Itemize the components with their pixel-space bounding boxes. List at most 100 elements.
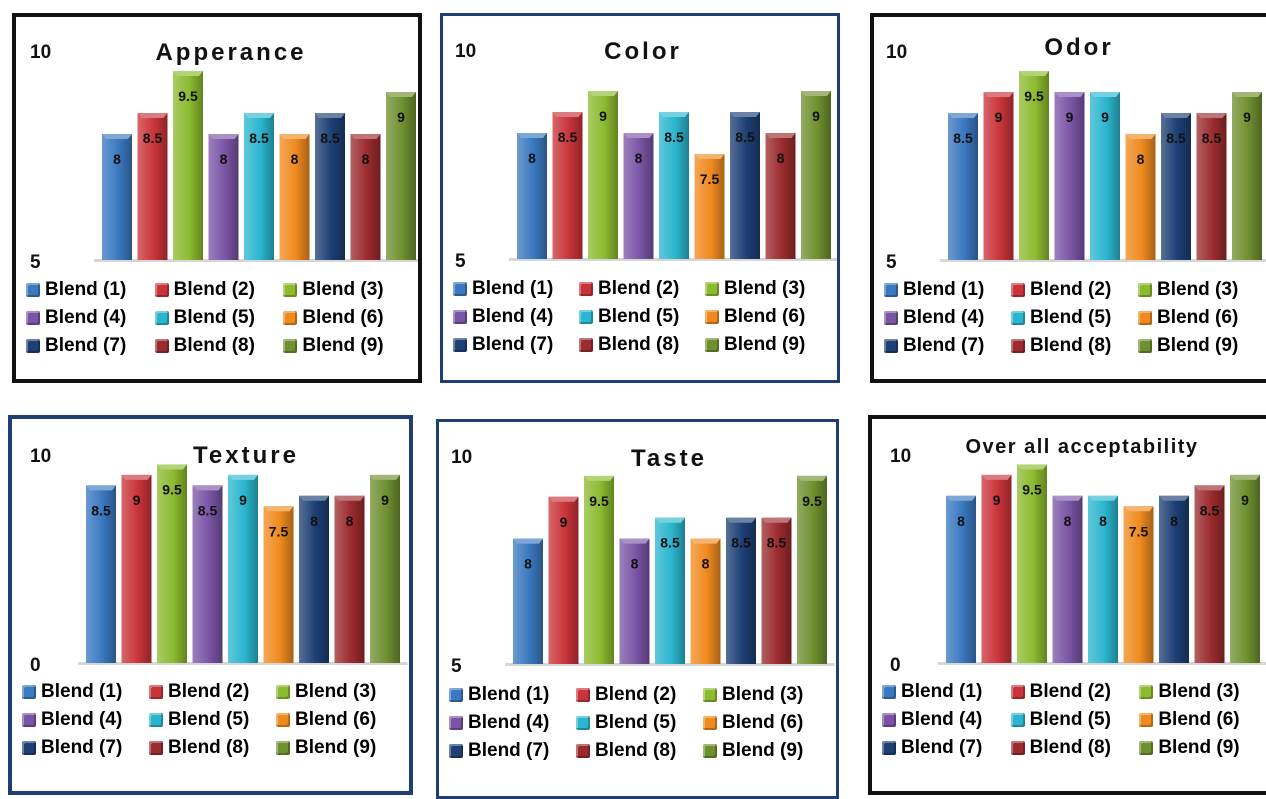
- legend-swatch: [579, 310, 593, 324]
- legend-item-4: Blend (4): [884, 307, 1011, 329]
- legend-swatch: [276, 741, 290, 755]
- data-label-8: 8.5: [1200, 502, 1220, 518]
- bar-cap-4: [208, 134, 239, 139]
- bar-chart: Over all acceptability 10 0 8 9 9.5 8 8 7.5 8 8.5 9: [890, 436, 1266, 676]
- bar-9: [1232, 92, 1262, 260]
- legend-label: Blend (1): [472, 278, 554, 299]
- y-tick-label-min: 5: [451, 656, 462, 677]
- bar-cap-8: [350, 134, 381, 139]
- bar-chart: Odor 10 5 8.5 9 9.5 9 9 8 8.5 8.5 9: [886, 34, 1266, 273]
- data-label-8: 8.5: [767, 535, 787, 551]
- legend-label: Blend (8): [598, 334, 680, 355]
- chart-panel-odor: Odor 10 5 8.5 9 9.5 9 9 8 8.5 8.5 9 Blend (1) Blend (…: [870, 13, 1266, 383]
- legend-swatch: [283, 339, 298, 353]
- bar-3: [173, 71, 203, 260]
- bar-4: [208, 134, 239, 260]
- bar-cap-1: [86, 485, 116, 491]
- bar-5: [228, 474, 258, 663]
- legend-item-9: Blend (9): [705, 334, 831, 356]
- legend-label: Blend (8): [168, 737, 250, 758]
- legend-item-4: Blend (4): [882, 709, 1011, 731]
- legend-swatch: [882, 685, 896, 699]
- legend-swatch: [884, 283, 898, 297]
- legend-label: Blend (6): [295, 709, 377, 730]
- y-tick-label-max: 10: [30, 446, 51, 467]
- legend-item-9: Blend (9): [703, 740, 830, 762]
- bar-cap-1: [102, 134, 132, 139]
- data-label-5: 9: [1101, 109, 1109, 125]
- legend-swatch: [276, 713, 290, 727]
- legend-swatch: [703, 744, 717, 758]
- legend-swatch: [1011, 311, 1025, 325]
- legend-swatch: [22, 685, 36, 699]
- data-label-7: 8: [1170, 513, 1178, 529]
- bar-cap-7: [299, 495, 329, 501]
- legend-item-5: Blend (5): [154, 307, 284, 329]
- data-label-3: 9: [599, 108, 607, 124]
- bar-8: [1194, 485, 1225, 663]
- data-label-9: 9: [1243, 109, 1251, 125]
- bar-cap-4: [1054, 92, 1085, 97]
- data-label-3: 9.5: [178, 88, 198, 104]
- legend-swatch: [1010, 741, 1025, 755]
- data-label-2: 9: [995, 109, 1003, 125]
- bar-2: [137, 113, 168, 260]
- legend-swatch: [1139, 741, 1154, 755]
- legend-label: Blend (3): [722, 684, 804, 705]
- bar-3: [157, 464, 187, 663]
- y-tick-label-min: 5: [455, 251, 466, 272]
- bar-1: [513, 538, 543, 664]
- legend-label: Blend (3): [724, 278, 806, 299]
- legend-label: Blend (7): [41, 737, 123, 758]
- data-label-1: 8.5: [953, 130, 973, 146]
- bar-8: [761, 517, 792, 664]
- bar-9: [370, 474, 400, 663]
- bar-cap-9: [370, 474, 400, 480]
- legend-item-5: Blend (5): [576, 712, 703, 734]
- bar-chart: Taste 10 5 8 9 9.5 8 8.5 8 8.5 8.5 9.5: [451, 445, 835, 677]
- data-label-7: 8.5: [731, 535, 751, 551]
- bar-cap-9: [801, 91, 831, 96]
- data-label-3: 9.5: [162, 481, 182, 497]
- bar-3: [584, 475, 614, 664]
- legend-swatch: [26, 283, 40, 297]
- bar-chart: Apperance 10 5 8 8.5 9.5 8 8.5 8 8.5 8 9: [30, 39, 418, 273]
- data-label-6: 8: [291, 151, 299, 167]
- legend-label: Blend (7): [901, 737, 983, 758]
- data-label-9: 9.5: [802, 493, 822, 509]
- legend-swatch: [1138, 311, 1152, 325]
- bar-7: [315, 113, 345, 260]
- bar-1: [948, 113, 978, 260]
- bar-cap-7: [1161, 113, 1191, 118]
- legend-swatch: [1138, 339, 1152, 353]
- data-label-5: 8.5: [660, 535, 680, 551]
- legend-item-8: Blend (8): [149, 737, 276, 759]
- legend-label: Blend (9): [302, 335, 384, 356]
- bar-cap-6: [1125, 134, 1156, 139]
- bar-5: [655, 517, 685, 664]
- bar-cap-8: [334, 495, 365, 501]
- legend-item-6: Blend (6): [283, 307, 412, 329]
- data-label-1: 8: [957, 513, 965, 529]
- data-label-4: 8: [1064, 513, 1072, 529]
- data-label-9: 9: [812, 108, 820, 124]
- bar-7: [1161, 113, 1191, 260]
- legend-item-1: Blend (1): [26, 279, 155, 301]
- data-label-2: 8.5: [143, 130, 163, 146]
- bar-1: [86, 485, 116, 663]
- y-tick-label-max: 10: [30, 42, 51, 63]
- data-label-8: 8: [777, 150, 785, 166]
- bar-6: [690, 538, 721, 664]
- bar-3: [1019, 71, 1049, 260]
- bar-7: [299, 495, 329, 663]
- bar-cap-5: [1088, 495, 1118, 501]
- legend-swatch: [705, 338, 719, 352]
- bar-4: [619, 538, 650, 664]
- legend-item-7: Blend (7): [882, 737, 1011, 759]
- legend-swatch: [453, 310, 467, 324]
- bar-cap-3: [588, 91, 618, 96]
- bar-cap-3: [584, 475, 614, 481]
- legend: Blend (1) Blend (2) Blend (3) Blend (4) Blen…: [449, 684, 830, 762]
- bar-cap-2: [983, 92, 1014, 97]
- y-tick-label-max: 10: [886, 42, 907, 63]
